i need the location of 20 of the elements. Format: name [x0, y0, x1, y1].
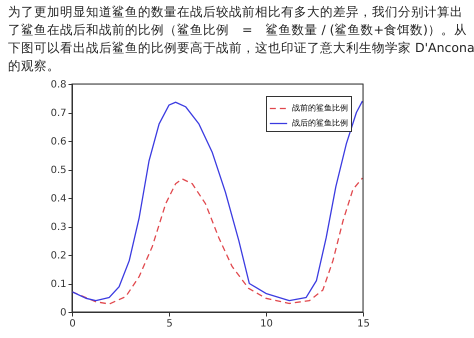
y-tick-label: 0.8	[50, 80, 66, 90]
y-tick-label: 0.4	[50, 194, 66, 204]
x-tick-label: 0	[69, 318, 76, 330]
text: 的观察。	[8, 58, 60, 73]
y-tick-label: 0.6	[50, 136, 66, 148]
text: 了鲨鱼在战后和战前的比例（鲨鱼比例 = 鲨鱼数量 / (鲨鱼数+食饵数)）。从	[8, 22, 467, 37]
x-tick-label: 5	[166, 318, 173, 330]
legend-label: 战前的鲨鱼比例	[292, 104, 348, 112]
text: 为了更加明显知道鲨鱼的数量在战后较战前相比有多大的差异，我们分别计算出	[8, 4, 463, 19]
x-tick-label: 15	[357, 318, 370, 330]
y-tick-label: 0.7	[50, 108, 66, 119]
y-tick-label: 0.1	[50, 279, 66, 290]
line-series	[71, 100, 364, 302]
legend-label: 战后的鲨鱼比例	[292, 118, 348, 128]
y-tick-label: 0.3	[50, 222, 66, 233]
y-tick-label: 0.5	[50, 165, 66, 176]
text: 下图可以看出战后鲨鱼的比例要高于战前，这也印证了意大利生物学家 D'Ancona	[8, 40, 474, 55]
y-tick-label: 0	[60, 308, 66, 318]
y-tick-label: 0.2	[50, 250, 66, 262]
x-tick-label: 10	[260, 318, 273, 330]
